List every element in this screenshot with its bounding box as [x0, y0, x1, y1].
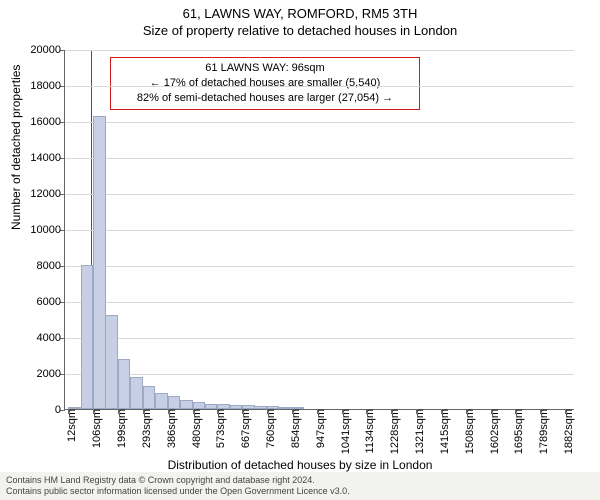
histogram-bar: [93, 116, 105, 409]
histogram-bar: [130, 377, 142, 409]
footer: Contains HM Land Registry data © Crown c…: [0, 472, 600, 500]
histogram-bar: [242, 405, 254, 409]
chart-subtitle: Size of property relative to detached ho…: [0, 23, 600, 38]
x-axis-label: Distribution of detached houses by size …: [0, 458, 600, 472]
histogram-bar: [230, 405, 242, 409]
x-tick-label: 667sqm: [238, 409, 252, 448]
x-tick-label: 573sqm: [213, 409, 227, 448]
histogram-bar: [155, 393, 167, 409]
y-tick-label: 10000: [5, 224, 61, 236]
x-tick-label: 1695sqm: [511, 409, 525, 454]
annotation-box: 61 LAWNS WAY: 96sqm← 17% of detached hou…: [110, 57, 420, 110]
x-tick-label: 1508sqm: [462, 409, 476, 454]
x-tick-label: 1789sqm: [536, 409, 550, 454]
plot-area: 61 LAWNS WAY: 96sqm← 17% of detached hou…: [64, 50, 574, 410]
y-tick-label: 6000: [5, 296, 61, 308]
histogram-bar: [193, 402, 205, 409]
gridline: [65, 158, 574, 159]
histogram-bar: [254, 406, 266, 409]
y-tick-label: 4000: [5, 332, 61, 344]
gridline: [65, 266, 574, 267]
x-tick-label: 1228sqm: [387, 409, 401, 454]
histogram-bar: [143, 386, 155, 409]
histogram-bar: [68, 407, 80, 409]
gridline: [65, 230, 574, 231]
gridline: [65, 50, 574, 51]
x-tick-label: 480sqm: [189, 409, 203, 448]
histogram-bar: [267, 406, 279, 409]
gridline: [65, 302, 574, 303]
gridline: [65, 86, 574, 87]
x-tick-label: 1415sqm: [437, 409, 451, 454]
x-tick-label: 1602sqm: [487, 409, 501, 454]
histogram-bar: [205, 404, 217, 409]
x-tick-label: 947sqm: [313, 409, 327, 448]
y-tick-label: 16000: [5, 116, 61, 128]
chart-title: 61, LAWNS WAY, ROMFORD, RM5 3TH: [0, 6, 600, 21]
gridline: [65, 374, 574, 375]
x-tick-label: 1321sqm: [412, 409, 426, 454]
x-tick-label: 1882sqm: [561, 409, 575, 454]
x-tick-label: 293sqm: [139, 409, 153, 448]
x-tick-label: 386sqm: [164, 409, 178, 448]
gridline: [65, 338, 574, 339]
footer-line-2: Contains public sector information licen…: [6, 486, 594, 497]
gridline: [65, 194, 574, 195]
x-tick-label: 199sqm: [114, 409, 128, 448]
x-tick-label: 854sqm: [288, 409, 302, 448]
chart-container: 61, LAWNS WAY, ROMFORD, RM5 3TH Size of …: [0, 0, 600, 500]
histogram-bar: [81, 265, 93, 409]
x-tick-label: 106sqm: [89, 409, 103, 448]
histogram-bar: [292, 407, 304, 409]
chart-titles: 61, LAWNS WAY, ROMFORD, RM5 3TH Size of …: [0, 0, 600, 38]
x-tick-label: 760sqm: [263, 409, 277, 448]
annotation-line: ← 17% of detached houses are smaller (5,…: [117, 76, 413, 91]
y-tick-label: 0: [5, 404, 61, 416]
histogram-bar: [168, 396, 180, 409]
annotation-line: 61 LAWNS WAY: 96sqm: [117, 61, 413, 76]
gridline: [65, 122, 574, 123]
histogram-bar: [217, 404, 229, 409]
x-tick-label: 12sqm: [64, 409, 78, 442]
y-tick-label: 14000: [5, 152, 61, 164]
histogram-bar: [279, 407, 291, 409]
histogram-bar: [105, 315, 117, 409]
histogram-bar: [118, 359, 130, 409]
y-tick-label: 12000: [5, 188, 61, 200]
y-tick-label: 2000: [5, 368, 61, 380]
x-tick-label: 1041sqm: [338, 409, 352, 454]
footer-line-1: Contains HM Land Registry data © Crown c…: [6, 475, 594, 486]
annotation-line: 82% of semi-detached houses are larger (…: [117, 91, 413, 106]
histogram-bar: [180, 400, 192, 409]
x-tick-label: 1134sqm: [362, 409, 376, 453]
y-tick-label: 20000: [5, 44, 61, 56]
y-tick-label: 18000: [5, 80, 61, 92]
y-tick-label: 8000: [5, 260, 61, 272]
